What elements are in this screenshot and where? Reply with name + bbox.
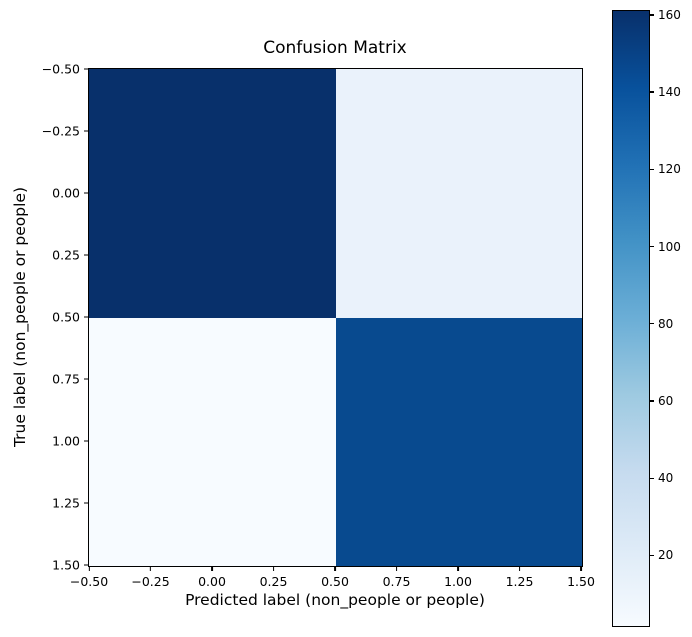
tick-mark — [649, 245, 654, 248]
x-tick: 0.50 — [321, 566, 349, 589]
colorbar-tick-label: 140 — [658, 85, 681, 100]
y-tick: 1.25 — [52, 496, 89, 511]
tick-mark — [334, 566, 336, 571]
tick-mark — [84, 440, 89, 442]
y-tick: 0.50 — [52, 310, 89, 325]
x-tick: 1.25 — [505, 566, 534, 589]
colorbar-tick-label: 20 — [658, 548, 674, 563]
x-tick: 0.00 — [198, 566, 226, 589]
tick-mark — [84, 502, 89, 504]
tick-mark — [395, 566, 398, 571]
colorbar-tick: 60 — [649, 394, 673, 408]
matrix-cell-true-people-pred-nonpeople — [89, 317, 336, 566]
x-tick-label: −0.25 — [131, 574, 170, 589]
x-tick: 0.25 — [259, 566, 288, 589]
tick-mark — [149, 566, 152, 571]
tick-mark — [649, 477, 654, 479]
y-tick: 0.75 — [52, 372, 89, 387]
matrix-cell-true-nonpeople-pred-people — [335, 69, 582, 318]
colorbar-tick-label: 100 — [658, 239, 681, 254]
tick-mark — [580, 566, 582, 571]
tick-mark — [211, 566, 213, 571]
y-tick: 1.00 — [52, 434, 89, 449]
colorbar-tick-label: 40 — [658, 471, 674, 486]
colorbar-tick-label: 160 — [658, 7, 681, 22]
y-tick-label: 1.00 — [52, 433, 80, 449]
colorbar-tick: 20 — [649, 548, 673, 562]
y-tick: −0.25 — [42, 124, 89, 139]
y-tick: 0.25 — [52, 248, 89, 263]
axes-area: −0.50 −0.25 0.00 0.25 0.50 0.75 1.00 1.25 1.50 −… — [42, 62, 595, 590]
colorbar-tick: 120 — [649, 162, 681, 176]
x-tick: 0.75 — [382, 566, 411, 589]
y-axis-label: True label (non_people or people) — [11, 186, 29, 448]
x-tick: 1.00 — [444, 566, 472, 589]
x-tick-label: −0.50 — [69, 574, 109, 589]
y-tick-label: 0.00 — [52, 185, 80, 201]
y-tick-label: 0.25 — [52, 247, 80, 263]
tick-mark — [88, 566, 90, 571]
y-tick-label: 0.50 — [52, 309, 80, 325]
heatmap — [89, 69, 582, 566]
colorbar: 20 40 60 80 100 120 140 160 — [612, 8, 681, 627]
y-tick-label: 1.50 — [52, 557, 80, 573]
y-tick: 0.00 — [52, 186, 89, 201]
y-tick-label: −0.25 — [41, 123, 80, 139]
colorbar-gradient — [613, 11, 649, 626]
matrix-cell-true-nonpeople-pred-nonpeople — [89, 69, 336, 318]
tick-mark — [84, 68, 89, 70]
tick-mark — [649, 168, 654, 170]
y-tick-label: −0.50 — [41, 61, 80, 77]
tick-mark — [457, 566, 459, 571]
colorbar-tick-label: 80 — [658, 316, 674, 331]
matrix-cell-true-people-pred-people — [335, 317, 582, 566]
x-tick-label: 0.50 — [321, 574, 349, 589]
colorbar-tick: 160 — [649, 8, 681, 22]
tick-mark — [649, 323, 654, 325]
x-tick: −0.50 — [70, 566, 108, 589]
x-axis-label: Predicted label (non_people or people) — [185, 591, 485, 609]
x-tick-label: 1.25 — [505, 574, 534, 589]
tick-mark — [84, 192, 89, 194]
x-tick-label: 1.50 — [567, 574, 595, 589]
colorbar-tick-label: 60 — [658, 394, 674, 409]
colorbar-tick-label: 120 — [658, 162, 681, 177]
tick-mark — [649, 400, 654, 402]
tick-mark — [649, 554, 654, 557]
tick-mark — [272, 566, 275, 571]
tick-mark — [84, 316, 89, 318]
tick-mark — [84, 254, 89, 256]
y-tick: 1.50 — [52, 558, 89, 573]
colorbar-tick: 140 — [649, 85, 681, 99]
x-tick-label: 0.75 — [382, 574, 411, 589]
chart-title: Confusion Matrix — [263, 38, 407, 58]
colorbar-tick: 100 — [649, 240, 681, 254]
x-tick: −0.25 — [131, 566, 170, 589]
tick-mark — [84, 130, 89, 132]
x-tick: 1.50 — [567, 566, 595, 589]
tick-mark — [649, 14, 654, 16]
colorbar-tick: 40 — [649, 471, 673, 485]
x-tick-label: 0.00 — [198, 574, 226, 589]
x-tick-label: 1.00 — [444, 574, 472, 589]
y-tick-label: 1.25 — [52, 495, 80, 511]
tick-mark — [649, 91, 654, 93]
y-tick-label: 0.75 — [52, 371, 80, 387]
colorbar-tick: 80 — [649, 317, 673, 331]
tick-mark — [84, 564, 89, 566]
tick-mark — [518, 566, 521, 571]
y-tick: −0.50 — [42, 62, 89, 77]
tick-mark — [84, 378, 89, 380]
x-tick-label: 0.25 — [259, 574, 288, 589]
